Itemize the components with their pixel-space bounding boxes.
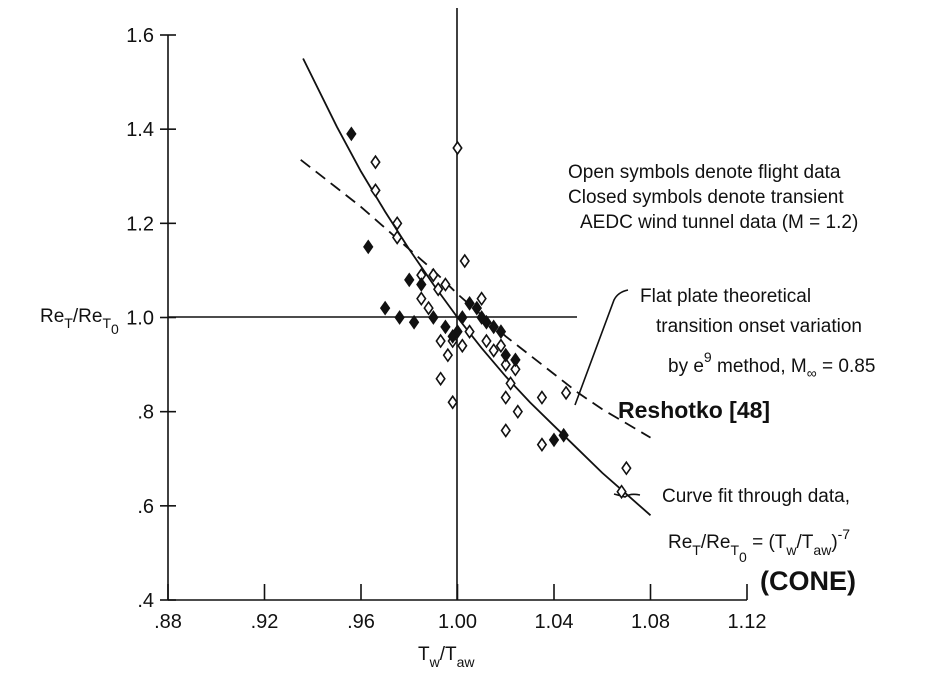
data-point <box>471 300 482 316</box>
data-point <box>392 215 403 231</box>
data-point <box>428 310 439 325</box>
data-point <box>536 437 548 453</box>
solid-curve <box>302 58 652 516</box>
data-point <box>505 376 516 391</box>
data-point <box>416 291 427 307</box>
annotation: Reshotko [48] <box>618 397 770 423</box>
annotation: AEDC wind tunnel data (M = 1.2) <box>580 212 858 233</box>
data-point <box>495 324 507 340</box>
data-point <box>416 277 427 292</box>
data-point <box>379 300 391 316</box>
data-point <box>548 432 560 448</box>
x-tick-label: .92 <box>251 611 279 633</box>
data-point <box>433 281 444 297</box>
data-point <box>346 126 357 142</box>
y-tick-label: 1.2 <box>126 213 154 235</box>
annotation: Open symbols denote flight data <box>568 162 841 183</box>
leader-line <box>613 493 641 498</box>
data-point <box>457 338 468 354</box>
y-tick-label: 1.4 <box>126 119 154 141</box>
x-tick-label: 1.08 <box>631 611 670 633</box>
data-point <box>500 390 511 405</box>
annotation: (CONE) <box>760 566 856 596</box>
data-point <box>452 140 463 156</box>
data-point <box>394 310 405 325</box>
data-point <box>488 343 499 358</box>
data-point <box>404 272 415 288</box>
data-point <box>464 324 475 340</box>
data-point <box>500 357 511 372</box>
data-point <box>621 460 632 476</box>
data-point <box>512 404 523 420</box>
y-tick-label: .6 <box>137 496 154 518</box>
x-tick-label: 1.00 <box>438 611 477 633</box>
data-point <box>510 361 521 377</box>
data-point <box>440 319 451 335</box>
data-point <box>423 300 434 316</box>
y-tick-label: .8 <box>137 402 154 424</box>
data-point <box>392 230 403 245</box>
annotation: Flat plate theoretical <box>640 286 811 307</box>
annotation: ReT/ReT0 = (Tw/Taw)-7 <box>668 526 850 565</box>
x-tick-label: 1.04 <box>535 611 574 633</box>
data-point <box>510 352 521 368</box>
data-point <box>560 385 572 401</box>
x-tick-label: 1.12 <box>728 611 767 633</box>
data-point <box>408 314 420 330</box>
y-tick-label: 1.6 <box>126 25 154 47</box>
data-point <box>452 324 463 340</box>
data-point <box>536 390 548 405</box>
data-point <box>435 371 446 387</box>
data-point <box>488 319 499 335</box>
data-point <box>495 338 507 354</box>
data-point <box>428 267 439 283</box>
annotation: Closed symbols denote transient <box>568 187 844 208</box>
x-tick-label: .96 <box>347 611 375 633</box>
leader-line <box>574 289 629 406</box>
data-point <box>370 182 381 198</box>
y-axis-label: ReT/ReT0 <box>40 306 119 337</box>
data-point <box>440 277 451 292</box>
data-point <box>457 310 468 325</box>
data-point <box>442 347 454 363</box>
data-point <box>476 291 487 307</box>
data-point <box>447 394 458 410</box>
data-point <box>370 154 381 170</box>
data-point <box>464 295 475 311</box>
data-point <box>500 423 511 438</box>
annotation: transition onset variation <box>656 316 862 337</box>
data-point <box>481 314 492 330</box>
data-point <box>363 239 374 255</box>
x-tick-label: .88 <box>154 611 182 633</box>
data-point <box>481 333 492 349</box>
y-tick-label: .4 <box>137 590 154 612</box>
x-axis-label: Tw/Taw <box>418 644 475 670</box>
data-point <box>558 427 569 443</box>
data-point <box>435 333 446 349</box>
data-point <box>459 253 470 269</box>
annotation: by e9 method, M∞ = 0.85 <box>668 349 875 381</box>
data-point <box>616 484 627 500</box>
annotation: Curve fit through data, <box>662 486 850 507</box>
data-point <box>500 347 511 363</box>
y-tick-label: 1.0 <box>126 308 154 330</box>
